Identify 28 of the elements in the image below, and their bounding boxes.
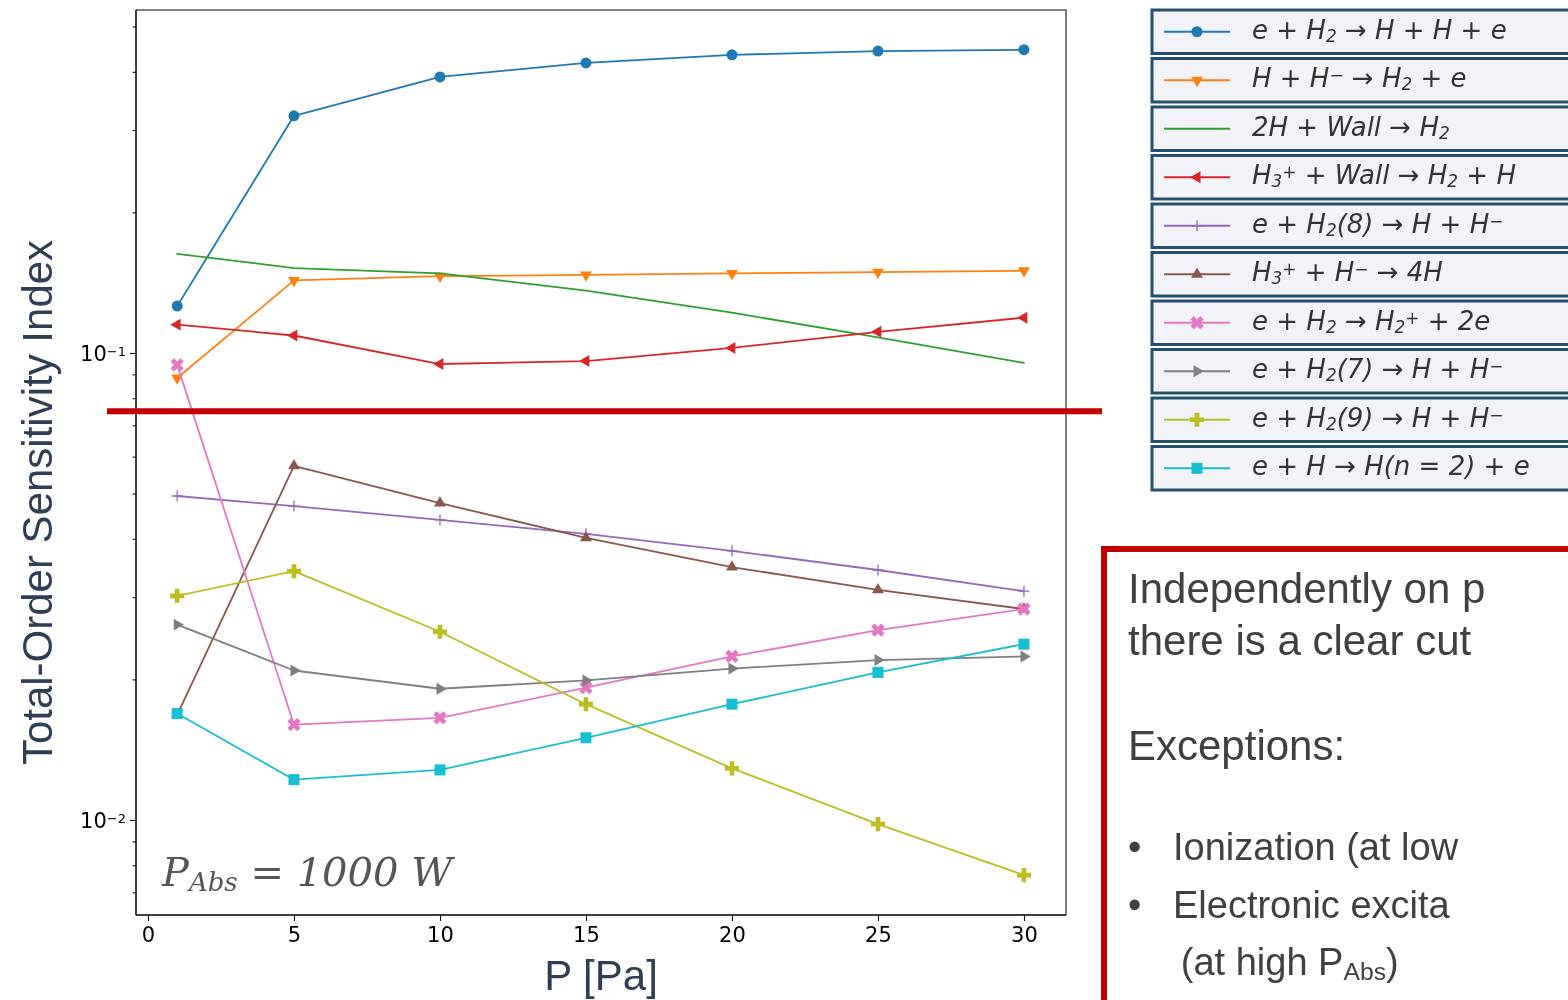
x-axis-title: P [Pa] — [544, 952, 658, 999]
text: Independently on p — [1128, 565, 1486, 612]
legend-label: H + H$^{−}$ → H$_{2}$ + e — [1252, 63, 1467, 95]
text: (at high P$_{Abs}$) — [1128, 941, 1399, 985]
legend-label: e + H$_{2}$ → H$_{2}$$^{+}$ + 2e — [1252, 305, 1491, 337]
x-tick-label: 25 — [865, 923, 892, 947]
legend-label: e + H → H(n = 2) + e — [1252, 451, 1530, 482]
y-axis-title: Total-Order Sensitivity Index — [14, 239, 61, 766]
y-tick-label: 10$^{−2}$ — [80, 808, 126, 833]
text: • Electronic excita — [1128, 884, 1451, 926]
x-tick-label: 30 — [1011, 923, 1038, 947]
legend-label: H$_{3}$$^{+}$ + H$^{−}$ → 4H — [1252, 257, 1443, 289]
x-tick-label: 20 — [719, 923, 746, 947]
legend-label: e + H$_{2}$ → H + H + e — [1252, 14, 1507, 46]
y-tick-label: 10$^{−1}$ — [80, 341, 126, 366]
x-tick-label: 15 — [573, 923, 600, 947]
x-tick-label: 5 — [287, 923, 302, 947]
annotation: P$_{Abs}$ = 1000 W — [161, 849, 456, 897]
legend-label: 2H + Wall → H$_{2}$ — [1252, 111, 1450, 143]
legend-label: e + H$_{2}$(9) → H + H$^{−}$ — [1252, 402, 1504, 434]
legend-label: e + H$_{2}$(7) → H + H$^{−}$ — [1252, 354, 1504, 386]
text: there is a clear cut — [1128, 617, 1472, 664]
x-tick-label: 10 — [427, 923, 454, 947]
x-tick-label: 0 — [141, 923, 156, 947]
text: Exceptions: — [1128, 722, 1346, 769]
legend-label: H$_{3}$$^{+}$ + Wall → H$_{2}$ + H — [1252, 160, 1516, 192]
text: • Ionization (at low — [1128, 826, 1459, 868]
legend-label: e + H$_{2}$(8) → H + H$^{−}$ — [1252, 208, 1504, 240]
